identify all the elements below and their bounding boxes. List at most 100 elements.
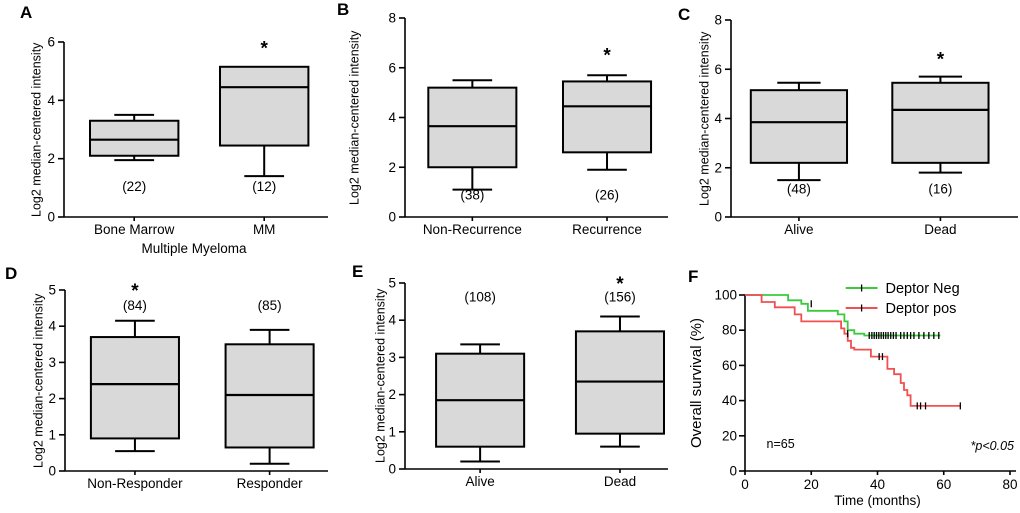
panel-C: C Log2 median-centered intensity 0 2 4 6 8 Al…	[670, 0, 1020, 258]
x-tick-label: 20	[804, 477, 819, 492]
y-tick-label: 0	[388, 210, 396, 225]
legend: Deptor Neg Deptor pos	[845, 281, 960, 317]
sample-size-label: (84)	[123, 298, 147, 313]
legend-label: Deptor Neg	[886, 281, 960, 297]
box-plot-E: 0 1 2 3 4 5 Alive (108) Dead (156)*	[388, 274, 668, 489]
y-tick-label: 0	[714, 210, 722, 225]
iqr-box	[427, 86, 518, 169]
significance-star: *	[603, 46, 611, 67]
km-step-line	[745, 294, 941, 337]
y-tick-label: 2	[388, 160, 396, 175]
y-tick-label: 2	[47, 151, 55, 166]
sample-size-label: (16)	[928, 182, 952, 197]
category-label: Dead	[604, 474, 636, 489]
box-plot-group-Non-Responder	[89, 319, 180, 453]
box-plot-group-Responder	[224, 328, 315, 465]
x-axis-title: Multiple Myeloma	[141, 241, 247, 256]
iqr-box	[749, 89, 849, 164]
category-label: Alive	[784, 222, 813, 237]
sample-size-annotation: n=65	[767, 437, 795, 451]
box-plot-group-Recurrence	[561, 74, 653, 171]
box-plot-group-Non-Recurrence	[427, 79, 518, 191]
y-tick-label: 4	[714, 111, 722, 126]
panel-A: A Log2 median-centered intensity 0 2 4 6 Bon…	[0, 0, 330, 258]
p-value-annotation: *p<0.05	[971, 439, 1014, 453]
y-tick-label: 1	[48, 427, 56, 442]
x-tick-label: 80	[1002, 477, 1017, 492]
significance-star: *	[131, 281, 139, 302]
box-plot-group-Alive	[749, 81, 849, 182]
significance-star: *	[260, 38, 268, 59]
y-tick-label: 4	[48, 319, 56, 334]
iqr-box	[89, 119, 180, 157]
y-tick-label: 8	[388, 11, 396, 26]
panel-letter-B: B	[337, 0, 350, 19]
box-plot-B: 0 2 4 6 8 Non-Recurrence (38) Recurrence (26) *	[388, 11, 668, 237]
x-tick-label: 60	[936, 477, 951, 492]
y-tick-label: 2	[388, 387, 396, 402]
category-label: Bone Marrow	[94, 222, 175, 237]
panel-F: F Overall survival (%) 0 20 40 60 80 100 0 20 40…	[670, 258, 1020, 513]
y-tick-label: 20	[722, 428, 737, 443]
box-plot-C: 0 2 4 6 8 Alive (48) Dead (16) *	[714, 13, 1018, 237]
y-tick-label: 4	[388, 110, 396, 125]
y-tick-label: 6	[47, 35, 55, 50]
category-label: Alive	[465, 474, 494, 489]
panel-letter-D: D	[5, 264, 18, 283]
sample-size-label: (156)	[604, 290, 636, 305]
box-plot-group-Alive	[435, 343, 526, 463]
y-tick-label: 3	[48, 355, 56, 370]
y-tick-label: 60	[722, 358, 737, 373]
y-tick-label: 4	[388, 313, 396, 328]
sample-size-label: (48)	[787, 182, 811, 197]
x-axis-title: Time (months)	[834, 493, 921, 508]
category-label: Non-Recurrence	[423, 222, 522, 237]
panel-letter-F: F	[688, 267, 699, 286]
panel-B: B Log2 median-centered intensity 0 2 4 6 8 No…	[330, 0, 670, 258]
y-tick-label: 5	[388, 276, 396, 291]
y-tick-label: 8	[714, 13, 722, 28]
survival-curve-Deptor Neg	[745, 294, 941, 339]
y-tick-label: 3	[388, 350, 396, 365]
survival-plot-F: 0 20 40 60 80 100 0 20 40 60 80 Time (months) Deptor…	[714, 281, 1017, 508]
sample-size-label: (26)	[595, 188, 619, 203]
y-tick-label: 2	[48, 391, 56, 406]
box-plot-group-Dead	[891, 75, 990, 174]
y-tick-label: 4	[47, 93, 55, 108]
y-tick-label: 2	[714, 160, 722, 175]
y-tick-label: 0	[388, 462, 396, 477]
km-step-line	[745, 294, 961, 407]
y-tick-label: 6	[714, 62, 722, 77]
iqr-box	[891, 81, 990, 164]
survival-curve-Deptor pos	[745, 294, 961, 410]
box-plot-D: 0 1 2 3 4 5 Non-Responder (84)* Responder (85)	[48, 281, 328, 491]
category-label: Non-Responder	[87, 476, 183, 491]
significance-star: *	[937, 50, 945, 71]
y-tick-label: 6	[388, 60, 396, 75]
panel-letter-C: C	[678, 5, 691, 24]
x-tick-label: 0	[741, 477, 749, 492]
box-plot-group-Dead	[574, 315, 665, 448]
y-tick-label: 0	[729, 464, 737, 479]
category-label: MM	[253, 222, 276, 237]
sample-size-label: (22)	[122, 179, 146, 194]
panel-letter-E: E	[352, 262, 364, 281]
panel-letter-A: A	[20, 3, 33, 22]
sample-size-label: (85)	[258, 298, 282, 313]
box-plot-group-MM	[219, 65, 310, 178]
sample-size-label: (108)	[464, 290, 496, 305]
y-tick-label: 1	[388, 424, 396, 439]
sample-size-label: (12)	[252, 179, 276, 194]
iqr-box	[561, 80, 653, 154]
y-tick-label: 0	[48, 464, 56, 479]
y-tick-label: 5	[48, 283, 56, 298]
sample-size-label: (38)	[460, 188, 484, 203]
iqr-box	[219, 65, 310, 147]
category-label: Responder	[237, 476, 304, 491]
box-plot-group-Bone Marrow	[89, 113, 180, 162]
category-label: Dead	[924, 222, 956, 237]
y-tick-label: 100	[714, 288, 737, 303]
